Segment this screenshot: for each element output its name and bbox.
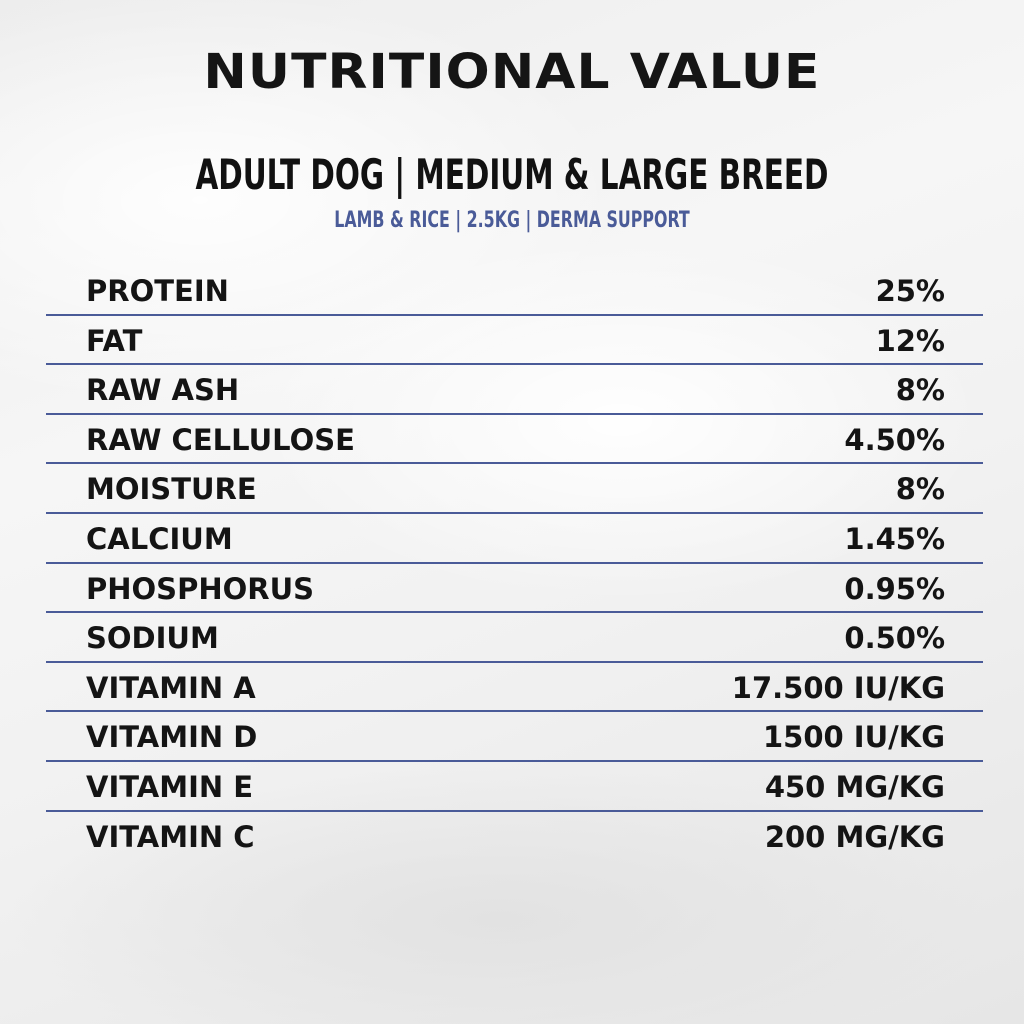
nutrient-label: VITAMIN D: [86, 720, 258, 755]
table-row: VITAMIN A 17.500 IU/KG: [46, 663, 983, 713]
table-row: MOISTURE 8%: [46, 464, 983, 514]
table-row: RAW CELLULOSE 4.50%: [46, 415, 983, 465]
nutrient-label: VITAMIN A: [86, 670, 256, 705]
nutrient-value: 0.95%: [844, 571, 945, 606]
table-row: FAT 12%: [46, 316, 983, 366]
nutrition-table: PROTEIN 25% FAT 12% RAW ASH 8% RAW CELLU…: [46, 266, 983, 861]
nutrient-label: RAW ASH: [86, 373, 240, 408]
nutrient-value: 1500 IU/KG: [762, 720, 945, 755]
table-row: CALCIUM 1.45%: [46, 514, 983, 564]
nutrient-value: 0.50%: [844, 621, 945, 656]
nutrient-label: PHOSPHORUS: [86, 571, 315, 606]
nutrient-value: 1.45%: [844, 521, 945, 556]
nutrient-label: FAT: [86, 323, 143, 358]
table-row: RAW ASH 8%: [46, 365, 983, 415]
nutrient-label: CALCIUM: [86, 521, 233, 556]
nutrient-value: 200 MG/KG: [764, 819, 945, 854]
nutrient-value: 12%: [875, 323, 945, 358]
nutrient-label: VITAMIN E: [86, 769, 254, 804]
page-title: NUTRITIONAL VALUE: [203, 44, 821, 100]
product-subtitle: ADULT DOG | MEDIUM & LARGE BREED: [195, 150, 829, 199]
nutrient-label: SODIUM: [86, 621, 219, 656]
table-row: VITAMIN C 200 MG/KG: [46, 812, 983, 862]
table-row: PROTEIN 25%: [46, 266, 983, 316]
nutrient-value: 8%: [895, 373, 945, 408]
nutrient-value: 4.50%: [844, 422, 945, 457]
nutrient-value: 450 MG/KG: [764, 769, 945, 804]
product-tagline: LAMB & RICE | 2.5KG | DERMA SUPPORT: [334, 208, 690, 233]
nutrient-label: MOISTURE: [86, 472, 257, 507]
nutrient-label: RAW CELLULOSE: [86, 422, 355, 457]
table-row: VITAMIN E 450 MG/KG: [46, 762, 983, 812]
nutrient-label: VITAMIN C: [86, 819, 255, 854]
nutrient-value: 25%: [875, 274, 945, 308]
table-row: PHOSPHORUS 0.95%: [46, 564, 983, 614]
table-row: VITAMIN D 1500 IU/KG: [46, 712, 983, 762]
nutrient-label: PROTEIN: [86, 274, 229, 308]
table-row: SODIUM 0.50%: [46, 613, 983, 663]
nutrient-value: 8%: [895, 472, 945, 507]
nutrient-value: 17.500 IU/KG: [731, 670, 945, 705]
